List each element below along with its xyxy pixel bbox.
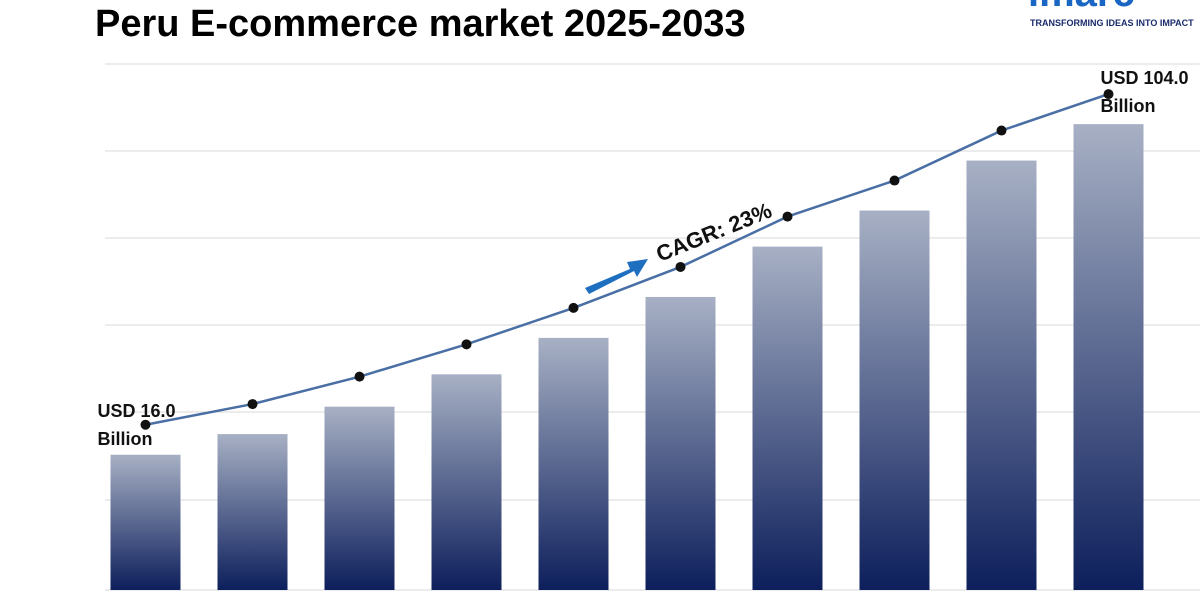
bar [538,337,609,590]
line-marker [675,261,686,272]
bar [645,296,716,590]
chart-title: Peru E-commerce market 2025-2033 [95,3,746,45]
bar [217,434,288,590]
bar [324,406,395,590]
logo-tagline: TRANSFORMING IDEAS INTO IMPACT [1030,18,1194,28]
bar [1073,124,1144,590]
bar [966,160,1037,590]
bar [859,210,930,590]
bar [110,454,181,590]
value-label: USD 16.0 Billion [97,400,176,449]
bar [752,246,823,590]
line-marker [996,125,1007,136]
line-marker [461,339,472,350]
line-marker [1103,89,1114,100]
line-marker [889,175,900,186]
trend-line [145,92,1109,426]
line-marker [247,399,258,410]
line-marker [354,371,365,382]
value-label: USD 104.0 Billion [1100,68,1189,117]
line-marker [782,211,793,222]
cagr-arrow [585,259,648,294]
line-marker [140,419,151,430]
bar [431,374,502,590]
line-marker [568,302,579,313]
logo-name: imarc [1028,0,1135,15]
